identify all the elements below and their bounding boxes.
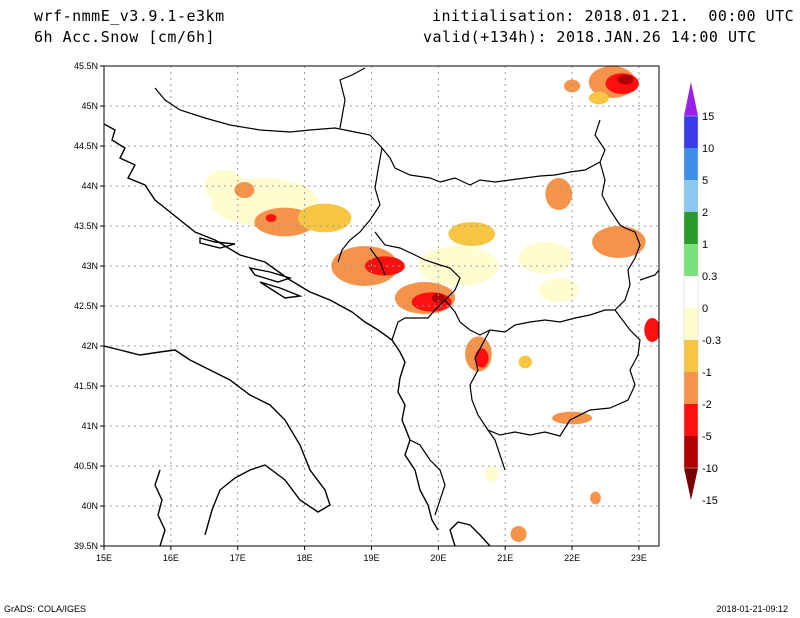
- lat-label: 42N: [81, 341, 98, 351]
- lat-label: 40N: [81, 501, 98, 511]
- color-legend: 15 10 5 2 1 0.3 0 -0.3 -1 -2 -5 -10 -15: [683, 82, 721, 507]
- snow-cell: [411, 292, 452, 312]
- snow-cell: [297, 203, 352, 233]
- snow-cell: [431, 293, 446, 303]
- valid-time: valid(+134h): 2018.JAN.26 14:00 UTC: [423, 28, 757, 46]
- lon-label: 19E: [363, 553, 379, 563]
- legend-label: 10: [702, 143, 714, 155]
- legend-color-box: [684, 436, 698, 468]
- lat-label: 44.5N: [74, 141, 98, 151]
- lat-label: 43N: [81, 261, 98, 271]
- snow-cell: [234, 182, 255, 198]
- lat-label: 39.5N: [74, 541, 98, 551]
- legend-color-box: [684, 180, 698, 212]
- legend-label: 5: [702, 175, 708, 187]
- lat-label: 43.5N: [74, 221, 98, 231]
- legend-label: 0.3: [702, 271, 717, 283]
- snow-cell: [518, 355, 532, 369]
- footer-timestamp: 2018-01-21-09:12: [716, 604, 788, 614]
- initialisation-time: initialisation: 2018.01.21. 00:00 UTC: [432, 7, 795, 25]
- snow-cell: [644, 318, 659, 342]
- lon-label: 23E: [631, 553, 647, 563]
- legend-label: -5: [702, 431, 712, 443]
- legend-color-box: [684, 276, 698, 308]
- legend-top-arrow: [684, 82, 698, 116]
- legend-color-box: [684, 308, 698, 340]
- lat-label: 45N: [81, 101, 98, 111]
- legend-color-box: [684, 116, 698, 148]
- legend-label: 0: [702, 303, 708, 315]
- legend-label: -1: [702, 367, 712, 379]
- lon-label: 17E: [230, 553, 246, 563]
- snow-cell: [448, 222, 496, 246]
- legend-color-box: [684, 340, 698, 372]
- model-title: wrf-nmmE_v3.9.1-e3km: [34, 7, 225, 25]
- footer-credit: GrADS: COLA/IGES: [4, 604, 87, 614]
- lat-label: 42.5N: [74, 301, 98, 311]
- snow-cell: [592, 226, 646, 258]
- field-title: 6h Acc.Snow [cm/6h]: [34, 28, 216, 46]
- snow-cell: [617, 74, 634, 85]
- legend-bottom-arrow: [684, 468, 698, 500]
- lon-label: 22E: [564, 553, 580, 563]
- legend-color-box: [684, 372, 698, 404]
- legend-label: -2: [702, 399, 712, 411]
- grid-lines: [104, 66, 659, 546]
- lon-label: 18E: [297, 553, 313, 563]
- lat-label: 41N: [81, 421, 98, 431]
- legend-label: 2: [702, 207, 708, 219]
- snow-cell: [265, 214, 277, 222]
- lon-label: 16E: [163, 553, 179, 563]
- snow-cell: [510, 526, 527, 542]
- legend-label: -0.3: [702, 335, 721, 347]
- legend-color-box: [684, 244, 698, 276]
- legend-label: 1: [702, 239, 708, 251]
- lat-label: 44N: [81, 181, 98, 191]
- snow-cell: [590, 491, 601, 505]
- lon-label: 21E: [497, 553, 513, 563]
- coastline: [104, 123, 491, 546]
- country-borders: [154, 67, 659, 516]
- legend-label: -10: [702, 463, 718, 475]
- legend-color-box: [684, 148, 698, 180]
- legend-label: -15: [702, 495, 718, 507]
- lat-label: 45.5N: [74, 61, 98, 71]
- legend-color-box: [684, 404, 698, 436]
- snow-cell: [545, 178, 573, 210]
- snow-cell: [538, 278, 579, 302]
- snow-cell: [364, 256, 405, 276]
- lat-label: 41.5N: [74, 381, 98, 391]
- lat-label: 40.5N: [74, 461, 98, 471]
- snow-cell: [552, 411, 593, 425]
- lon-label: 15E: [96, 553, 112, 563]
- snow-cell: [518, 242, 573, 274]
- legend-color-box: [684, 212, 698, 244]
- snow-cell: [588, 91, 609, 105]
- legend-label: 15: [702, 111, 714, 123]
- lon-label: 20E: [430, 553, 446, 563]
- axis-tick-labels: 15E 16E 17E 18E 19E 20E 21E 22E 23E 45.5N 45N 44.5N…: [74, 61, 647, 563]
- snow-cell: [485, 466, 499, 482]
- snow-cell: [475, 348, 489, 368]
